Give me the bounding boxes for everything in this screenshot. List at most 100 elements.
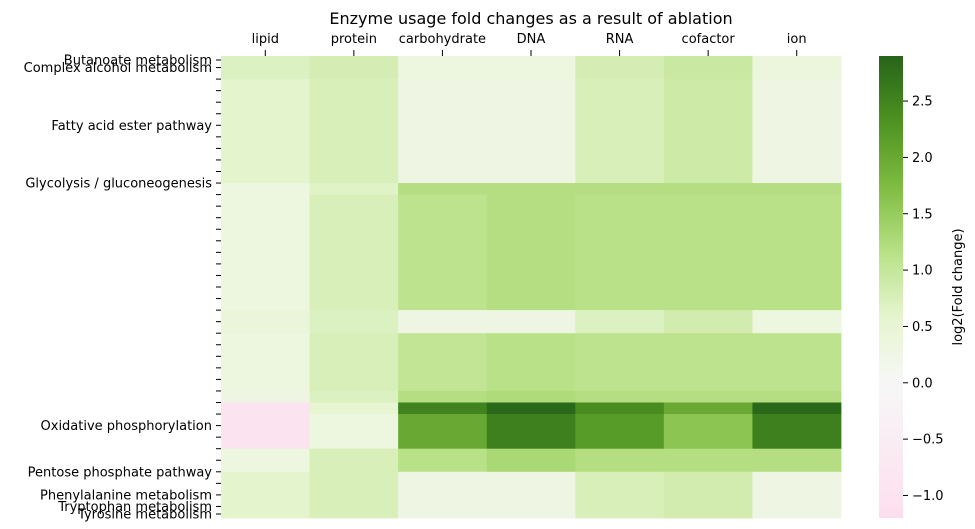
heatmap-cell: [309, 390, 399, 403]
heatmap-cell: [398, 448, 488, 473]
row-label: Fatty acid ester pathway: [51, 119, 212, 134]
heatmap-cell: [309, 183, 399, 195]
heatmap-cell: [575, 471, 665, 519]
heatmap-cell: [486, 310, 576, 334]
heatmap-cell: [486, 448, 576, 473]
heatmap-cell: [309, 414, 399, 450]
heatmap-cell: [309, 56, 399, 80]
heatmap-cell: [663, 402, 753, 415]
colorbar-tick-label: 1.5: [912, 207, 933, 222]
heatmap-cell: [575, 194, 665, 311]
heatmap-cell: [663, 183, 753, 195]
heatmap-cell: [752, 471, 842, 519]
heatmap-cell: [221, 471, 310, 519]
heatmap-cell: [309, 448, 399, 473]
heatmap-cell: [486, 79, 576, 184]
heatmap-cell: [752, 183, 842, 195]
column-label: protein: [331, 32, 377, 47]
heatmap-cell: [221, 183, 310, 195]
column-label: ion: [787, 32, 807, 47]
heatmap-cell: [309, 79, 399, 184]
heatmap-cell: [221, 333, 310, 392]
heatmap-cell: [575, 79, 665, 184]
heatmap-cell: [398, 390, 488, 403]
heatmap-cell: [486, 402, 576, 415]
heatmap-cell: [663, 414, 753, 450]
column-label: cofactor: [682, 32, 736, 47]
heatmap-cell: [486, 414, 576, 450]
heatmap-cell: [486, 333, 576, 392]
heatmap-cell: [752, 56, 842, 80]
heatmap-cell: [575, 333, 665, 392]
heatmap-cell: [309, 194, 399, 311]
heatmap-cell: [221, 56, 310, 80]
heatmap-cell: [575, 402, 665, 415]
heatmap-cell: [221, 79, 310, 184]
row-label: Butanoate metabolism: [64, 54, 212, 69]
column-label: DNA: [517, 32, 546, 47]
heatmap-cell: [309, 333, 399, 392]
heatmap-cell: [486, 194, 576, 311]
colorbar-tick-label: 2.5: [912, 95, 933, 110]
heatmap-cell: [486, 471, 576, 519]
heatmap-cell: [663, 471, 753, 519]
heatmap-cell: [486, 56, 576, 80]
heatmap-cell: [663, 194, 753, 311]
heatmap-cell: [752, 414, 842, 450]
row-ticks: [216, 59, 221, 515]
colorbar-tick-label: 1.0: [912, 264, 933, 279]
colorbar-tick-label: 0.5: [912, 320, 933, 335]
heatmap-cell: [575, 183, 665, 195]
heatmap-cell: [663, 333, 753, 392]
heatmap-cell: [663, 448, 753, 473]
heatmap-cell: [221, 310, 310, 334]
column-label: lipid: [252, 32, 279, 47]
row-label: Tryptophan metabolism: [57, 500, 212, 515]
heatmap-cell: [398, 471, 488, 519]
heatmap-cell: [752, 333, 842, 392]
heatmap-cell: [486, 183, 576, 195]
colorbar-label: log2(Fold change): [951, 228, 966, 345]
heatmap-cell: [752, 448, 842, 473]
colorbar-ticks: −1.0 −0.5 0.0 0.5 1.0 1.5 2.0 2.5: [903, 95, 944, 504]
heatmap-cell: [663, 56, 753, 80]
heatmap-cell: [575, 390, 665, 403]
heatmap-cell: [398, 310, 488, 334]
heatmap-cell: [486, 390, 576, 403]
heatmap-cell: [575, 56, 665, 80]
row-label: Tyrosine metabolism: [77, 508, 212, 523]
heatmap-cell: [221, 390, 310, 403]
heatmap-cell: [752, 390, 842, 403]
heatmap-cell: [221, 414, 310, 450]
row-label: Complex alcohol metabolism: [24, 61, 212, 76]
heatmap-cell: [309, 310, 399, 334]
heatmap-cell: [221, 194, 310, 311]
heatmap-cell: [575, 310, 665, 334]
row-label: Glycolysis / gluconeogenesis: [25, 177, 212, 192]
chart-title: Enzyme usage fold changes as a result of…: [329, 9, 732, 28]
heatmap-cell: [752, 310, 842, 334]
heatmap-cell: [398, 333, 488, 392]
heatmap-cells: [221, 56, 842, 519]
heatmap-cell: [398, 194, 488, 311]
heatmap-cell: [398, 183, 488, 195]
row-label: Phenylalanine metabolism: [40, 488, 212, 503]
heatmap-cell: [752, 194, 842, 311]
heatmap-cell: [663, 79, 753, 184]
colorbar-tick-label: 0.0: [912, 376, 933, 391]
column-label: carbohydrate: [399, 32, 486, 47]
heatmap-cell: [398, 402, 488, 415]
colorbar-tick-label: 2.0: [912, 151, 933, 166]
heatmap-cell: [221, 448, 310, 473]
heatmap-cell: [575, 414, 665, 450]
heatmap-cell: [398, 79, 488, 184]
column-labels: lipid protein carbohydrate DNA RNA cofactor io…: [252, 32, 807, 56]
heatmap-cell: [221, 402, 310, 415]
colorbar-tick-label: −0.5: [912, 433, 944, 448]
row-label: Oxidative phosphorylation: [41, 419, 212, 434]
heatmap-cell: [398, 56, 488, 80]
colorbar: [879, 56, 903, 518]
heatmap-cell: [752, 79, 842, 184]
